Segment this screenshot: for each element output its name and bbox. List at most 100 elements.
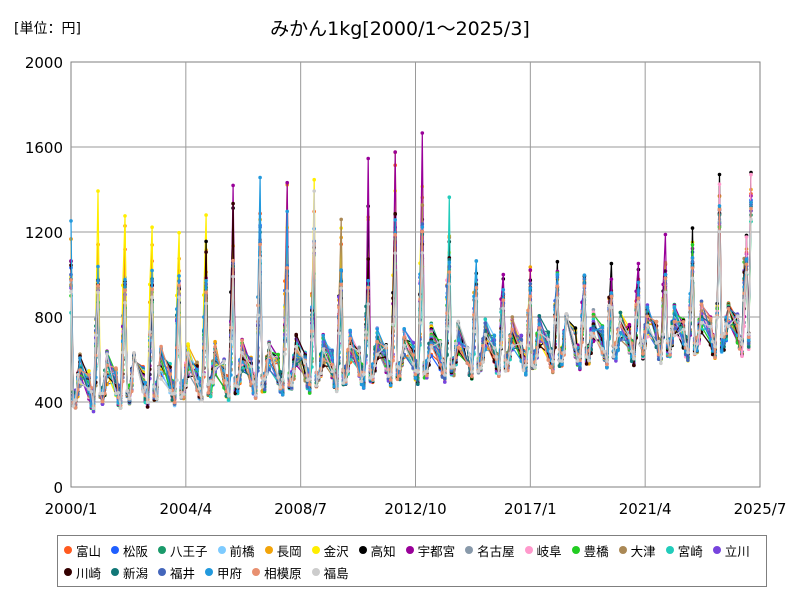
data-point: [744, 271, 749, 275]
data-point: [582, 295, 587, 299]
data-point: [330, 355, 335, 360]
data-point: [222, 379, 226, 383]
data-point: [476, 369, 481, 374]
data-point: [641, 352, 645, 356]
data-point: [614, 345, 618, 350]
data-point: [447, 260, 452, 265]
data-point: [526, 343, 530, 348]
data-point: [425, 373, 429, 378]
data-point: [609, 305, 614, 310]
legend-marker-icon: [358, 546, 367, 554]
data-point: [645, 323, 650, 328]
legend-item: 前橋: [216, 539, 255, 561]
data-point: [503, 369, 508, 373]
data-point: [341, 381, 346, 385]
data-point: [123, 301, 127, 305]
data-point: [456, 338, 461, 342]
data-point: [501, 298, 506, 302]
data-point: [253, 393, 258, 397]
data-point: [78, 368, 82, 372]
data-point: [438, 356, 443, 360]
data-point: [443, 376, 447, 381]
data-point: [420, 229, 425, 234]
legend-marker-icon: [665, 546, 674, 554]
data-point: [740, 354, 744, 359]
data-point: [265, 372, 269, 376]
x-tick-label: 2004/4: [159, 500, 212, 518]
y-tick-label: 0: [53, 479, 63, 497]
data-point: [159, 344, 163, 349]
data-point: [616, 333, 620, 338]
data-point: [388, 383, 393, 388]
data-point: [634, 315, 638, 320]
data-point: [668, 349, 672, 354]
data-point: [636, 261, 641, 266]
data-point: [717, 204, 722, 208]
data-point: [555, 284, 560, 289]
legend-label: 立川: [724, 543, 750, 559]
data-point: [636, 280, 641, 285]
data-point: [411, 340, 416, 345]
data-point: [551, 369, 555, 374]
data-point: [602, 349, 607, 354]
data-point: [262, 377, 267, 381]
data-point: [312, 189, 317, 193]
data-point: [483, 317, 488, 322]
data-point: [314, 384, 319, 388]
data-point: [357, 345, 362, 350]
data-point: [492, 333, 497, 338]
data-point: [100, 391, 105, 396]
data-point: [587, 358, 591, 363]
data-point: [422, 371, 427, 376]
data-point: [618, 310, 623, 315]
data-point: [370, 374, 375, 379]
data-point: [364, 330, 368, 334]
data-point: [744, 257, 749, 262]
data-point: [69, 278, 73, 282]
data-point: [686, 358, 690, 363]
data-point: [168, 361, 172, 366]
data-point: [742, 298, 746, 303]
legend-item: 長岡: [263, 539, 302, 561]
legend-item: 松阪: [109, 539, 148, 561]
data-point: [420, 225, 425, 229]
data-point: [231, 183, 235, 188]
data-point: [213, 345, 217, 349]
legend-item: 宇都宮: [404, 539, 455, 561]
x-tick-label: 2008/7: [274, 500, 327, 518]
data-point: [479, 366, 483, 370]
data-point: [319, 371, 323, 376]
data-point: [114, 366, 118, 370]
data-point: [393, 251, 398, 255]
data-point: [452, 365, 456, 369]
legend-marker-icon: [111, 568, 120, 576]
data-point: [87, 387, 91, 391]
data-point: [116, 391, 121, 395]
data-point: [177, 283, 181, 288]
data-point: [348, 336, 353, 341]
legend-item: 福島: [310, 561, 349, 583]
data-point: [722, 338, 726, 343]
data-point: [737, 347, 742, 351]
data-point: [690, 255, 695, 260]
data-point: [690, 226, 695, 230]
data-point: [150, 295, 154, 300]
data-point: [100, 399, 105, 404]
data-point: [303, 359, 308, 364]
data-point: [616, 348, 620, 353]
data-point: [148, 330, 152, 334]
data-point: [184, 383, 188, 388]
data-point: [447, 195, 452, 199]
legend-marker-icon: [712, 546, 721, 554]
data-point: [177, 295, 181, 300]
data-point: [285, 289, 290, 293]
data-point: [229, 339, 233, 344]
data-point: [416, 382, 420, 386]
data-point: [472, 329, 476, 334]
data-point: [235, 384, 240, 389]
data-point: [240, 338, 244, 343]
legend-item: 宮崎: [664, 539, 703, 561]
data-point: [132, 351, 136, 355]
data-point: [632, 363, 636, 368]
data-point: [375, 327, 380, 331]
